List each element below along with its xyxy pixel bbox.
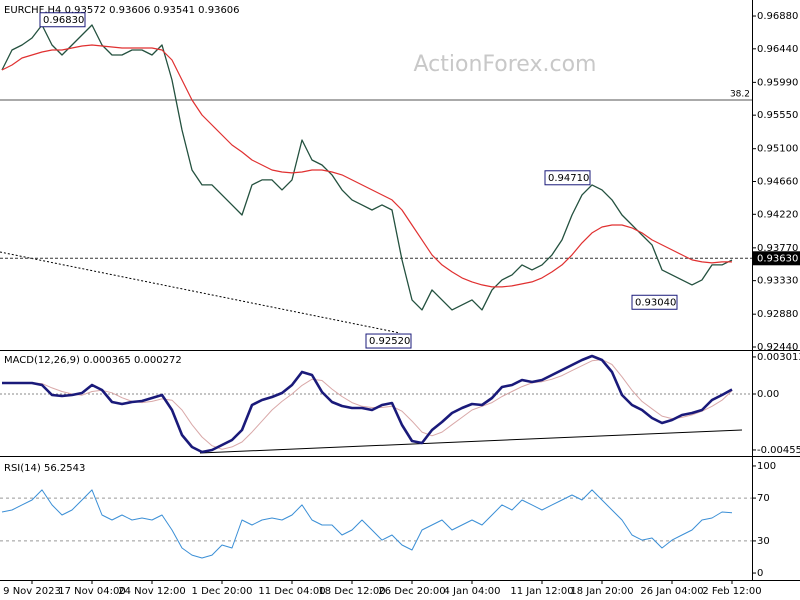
- y-tick-label: 0.92880: [757, 309, 798, 320]
- price-annotation: 0.96830: [43, 15, 84, 26]
- series-line: [1, 489, 733, 559]
- x-tick-label: 4 Jan 04:00: [444, 586, 501, 597]
- price-annotation: 0.92520: [369, 336, 410, 347]
- macd-trendline: [199, 429, 743, 454]
- x-tick-label: 18 Jan 20:00: [570, 586, 633, 597]
- y-tick-label: 0.93330: [757, 276, 798, 287]
- y-tick-label: 70: [757, 493, 770, 504]
- x-tick-label: 11 Dec 04:00: [258, 586, 325, 597]
- y-tick-label: 0.93770: [757, 243, 798, 254]
- watermark: ActionForex.com: [414, 52, 597, 77]
- price-annotation-box: [544, 170, 591, 186]
- y-tick-label: 0.95550: [757, 110, 798, 121]
- x-tick-label: 11 Jan 12:00: [510, 586, 573, 597]
- y-tick-label: 0.95990: [757, 77, 798, 88]
- x-tick-label: 26 Dec 20:00: [378, 586, 445, 597]
- price-annotation: 0.93040: [635, 297, 676, 308]
- y-tick-label: 0.95100: [757, 144, 798, 155]
- y-tick-label: 0.003013: [757, 352, 800, 363]
- support-trendline: [0, 251, 401, 334]
- price-annotation-box: [365, 333, 412, 349]
- y-tick-label: 0.92440: [757, 342, 798, 353]
- x-tick-label: 2 Feb 12:00: [702, 586, 761, 597]
- y-tick-label: -0.00455: [757, 445, 800, 456]
- fib-level-label: 38.2: [730, 90, 750, 100]
- price-annotation: 0.94710: [548, 173, 589, 184]
- series-line: [1, 44, 732, 288]
- x-tick-label: 1 Dec 20:00: [192, 586, 253, 597]
- x-tick-label: 18 Dec 12:00: [318, 586, 385, 597]
- last-price-label: 0.93630: [757, 253, 798, 264]
- rsi-header: RSI(14) 56.2543: [4, 463, 85, 474]
- series-line: [1, 24, 733, 311]
- last-price-box: [753, 251, 800, 266]
- y-tick-label: 0.94220: [757, 209, 798, 220]
- y-tick-label: 30: [757, 536, 770, 547]
- x-tick-label: 26 Jan 04:00: [640, 586, 703, 597]
- y-tick-label: 0.96440: [757, 44, 798, 55]
- y-tick-label: 0.96880: [757, 11, 798, 22]
- y-tick-label: 0.94660: [757, 177, 798, 188]
- price-annotation-box: [631, 294, 678, 310]
- x-tick-label: 17 Nov 04:00: [58, 586, 125, 597]
- y-tick-label: 0: [757, 568, 763, 579]
- price-header: EURCHF,H4 0.93572 0.93606 0.93541 0.9360…: [4, 5, 240, 16]
- price-annotation-box: [39, 12, 86, 28]
- y-tick-label: 0.00: [757, 389, 779, 400]
- x-tick-label: 24 Nov 12:00: [118, 586, 185, 597]
- macd-header: MACD(12,26,9) 0.000365 0.000272: [4, 355, 182, 366]
- y-tick-label: 100: [757, 461, 776, 472]
- x-tick-label: 9 Nov 2023: [3, 586, 61, 597]
- series-line: [2, 359, 733, 450]
- series-line: [2, 354, 733, 454]
